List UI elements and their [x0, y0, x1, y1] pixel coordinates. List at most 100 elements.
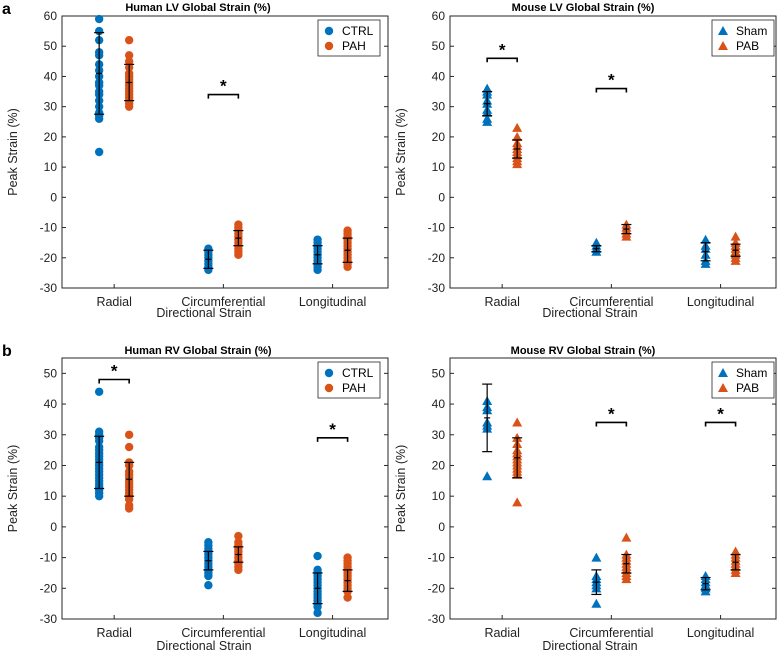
data-point [313, 608, 322, 618]
x-axis-title: Directional Strain [542, 639, 637, 653]
legend-label: CTRL [342, 366, 374, 380]
y-tick-label: -20 [428, 581, 446, 595]
y-tick-label: -10 [40, 551, 58, 565]
y-tick-label: -30 [40, 281, 58, 295]
significance-star: * [111, 361, 118, 380]
x-tick-label: Circumferential [181, 626, 265, 640]
y-tick-label: 20 [432, 458, 446, 472]
significance-bracket [207, 93, 240, 99]
data-point [343, 262, 352, 272]
data-point [700, 234, 711, 244]
significance-star: * [499, 40, 506, 59]
y-tick-label: 20 [44, 130, 58, 144]
y-tick-label: 50 [432, 39, 446, 53]
legend-label: PAB [736, 381, 759, 395]
chart-title: Mouse LV Global Strain (%) [512, 2, 655, 14]
plot-frame [61, 357, 389, 620]
y-axis-label: Peak Strain (%) [6, 445, 20, 533]
legend-marker [324, 41, 334, 51]
data-point [343, 593, 352, 602]
chart-title: Human LV Global Strain (%) [125, 2, 271, 14]
y-tick-label: -30 [40, 612, 58, 626]
significance-bracket [595, 421, 628, 427]
x-axis-title: Directional Strain [542, 306, 637, 320]
data-point [204, 571, 213, 581]
y-tick-label: 10 [44, 489, 58, 503]
legend-marker [718, 26, 728, 35]
y-tick-label: 20 [44, 458, 58, 472]
data-point [124, 35, 134, 45]
data-point [482, 116, 493, 126]
x-tick-label: Radial [96, 626, 131, 640]
legend-marker [324, 383, 334, 393]
chart-title: Human RV Global Strain (%) [124, 345, 271, 357]
data-point [512, 122, 523, 132]
y-tick-label: 10 [432, 160, 446, 174]
y-tick-label: 0 [50, 520, 57, 534]
y-tick-label: 30 [432, 100, 446, 114]
x-tick-label: Longitudinal [299, 295, 366, 309]
legend-marker [324, 368, 334, 378]
data-point [124, 102, 134, 111]
legend-marker [718, 368, 728, 377]
y-tick-label: -10 [428, 221, 446, 235]
legend-label: PAB [736, 39, 759, 53]
y-tick-label: 30 [432, 428, 446, 442]
data-point [700, 586, 711, 596]
y-axis-label: Peak Strain (%) [6, 108, 20, 196]
data-point [700, 258, 711, 268]
data-point [124, 51, 134, 60]
y-tick-label: 10 [44, 160, 58, 174]
plot-frame [449, 357, 777, 620]
y-axis-label: Peak Strain (%) [394, 108, 408, 196]
legend-label: PAH [342, 39, 366, 53]
chart-human-rv: Human RV Global Strain (%) -30 -20 -10 0 10 20… [6, 345, 389, 653]
y-tick-label: 50 [44, 39, 58, 53]
x-tick-label: Circumferential [569, 626, 653, 640]
data-point [94, 114, 104, 123]
chart-mouse-lv: Mouse LV Global Strain (%) -30 -20 -10 0 10 20… [394, 2, 777, 320]
data-point [512, 497, 523, 507]
significance-star: * [717, 404, 724, 423]
y-tick-label: -30 [428, 612, 446, 626]
x-axis-title: Directional Strain [156, 306, 251, 320]
x-tick-label: Longitudinal [687, 626, 754, 640]
chart-title: Mouse RV Global Strain (%) [511, 345, 656, 357]
data-point [124, 495, 134, 504]
y-tick-label: 0 [50, 190, 57, 204]
panel-label-a: a [2, 1, 11, 18]
plot-frame [449, 15, 777, 289]
data-point [234, 531, 243, 541]
data-point [124, 504, 134, 513]
y-tick-label: -20 [40, 251, 58, 265]
y-tick-label: 40 [44, 69, 58, 83]
y-axis-label: Peak Strain (%) [394, 445, 408, 533]
legend-label: PAH [342, 381, 366, 395]
y-tick-label: 40 [44, 397, 58, 411]
data-point [730, 567, 741, 577]
data-point [234, 565, 243, 575]
data-point [124, 442, 134, 452]
data-point [204, 581, 213, 590]
data-point [94, 147, 104, 157]
legend-marker [718, 383, 728, 392]
x-tick-label: Radial [96, 295, 131, 309]
legend-marker [718, 41, 728, 50]
panel-label-b: b [2, 343, 12, 360]
y-tick-label: 40 [432, 69, 446, 83]
data-point [591, 552, 602, 562]
data-point [621, 231, 632, 241]
data-point [94, 387, 104, 396]
y-tick-label: 50 [432, 366, 446, 380]
y-tick-label: 60 [432, 9, 446, 23]
x-tick-label: Circumferential [181, 295, 265, 309]
data-point [313, 265, 322, 275]
y-tick-label: 50 [44, 366, 58, 380]
data-point [730, 231, 741, 241]
chart-mouse-rv: Mouse RV Global Strain (%) -30 -20 -10 0 10 20… [394, 345, 777, 653]
data-point [482, 471, 493, 481]
y-tick-label: 20 [432, 130, 446, 144]
y-tick-label: -20 [40, 581, 58, 595]
